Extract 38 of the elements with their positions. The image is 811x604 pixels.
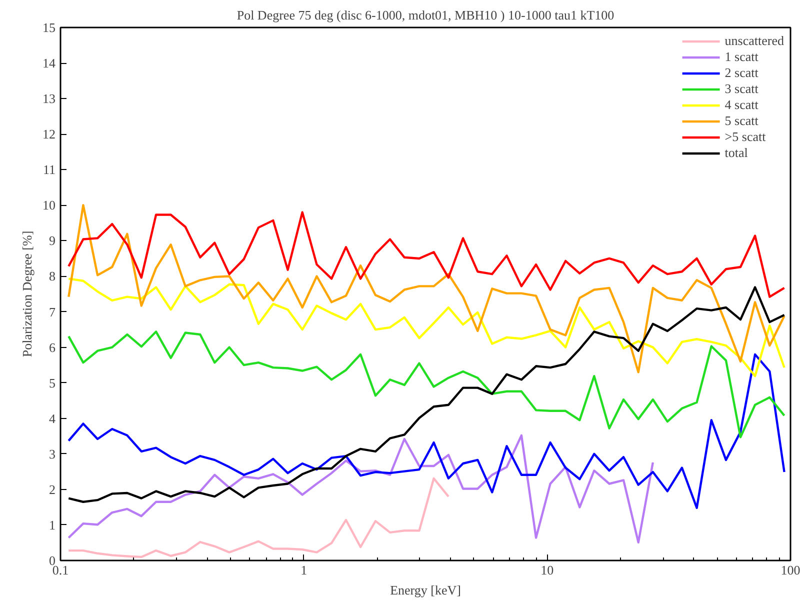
y-tick-label: 3 (49, 446, 56, 462)
y-tick-label: 4 (49, 410, 56, 426)
y-tick-label: 8 (49, 268, 56, 284)
chart-title: Pol Degree 75 deg (disc 6-1000, mdot01, MBH10 ) 10-1000 tau1 kT100 (236, 8, 614, 22)
line-series (68, 211, 786, 298)
y-tick-label: 13 (42, 91, 56, 106)
line-series (68, 286, 786, 503)
y-tick-label: 5 (49, 375, 56, 390)
y-tick-label: 9 (49, 233, 56, 248)
line-series (68, 434, 654, 544)
legend-label: 5 scatt (724, 113, 758, 129)
x-tick-label: 100 (780, 562, 800, 578)
legend-label: >5 scatt (724, 129, 766, 145)
x-tick-label: 1 (300, 562, 308, 578)
y-axis-title: Polarization Degree [%] (20, 230, 34, 358)
legend-label: 2 scatt (724, 65, 758, 81)
x-axis-title: Energy [keV] (390, 582, 461, 598)
y-tick-label: 12 (42, 126, 56, 142)
legend-label: 1 scatt (724, 49, 758, 65)
y-tick-label: 1 (49, 517, 56, 532)
y-tick-label: 6 (49, 340, 56, 355)
legend-label: unscattered (724, 33, 784, 49)
y-tick-label: 14 (42, 56, 56, 71)
line-series (68, 204, 786, 374)
x-tick-label: 10 (540, 562, 554, 578)
legend-label: 4 scatt (724, 97, 758, 113)
y-tick-label: 7 (49, 304, 56, 320)
line-series (68, 330, 786, 438)
y-tick-label: 15 (42, 20, 56, 35)
line-series (68, 278, 786, 378)
y-tick-label: 2 (49, 482, 56, 497)
legend-label: 3 scatt (724, 81, 758, 97)
y-tick-label: 11 (42, 162, 56, 178)
legend-label: total (724, 145, 748, 161)
line-series (68, 477, 450, 558)
y-tick-label: 10 (42, 198, 56, 213)
line-series (68, 353, 786, 510)
y-tick-label: 0 (49, 553, 56, 568)
